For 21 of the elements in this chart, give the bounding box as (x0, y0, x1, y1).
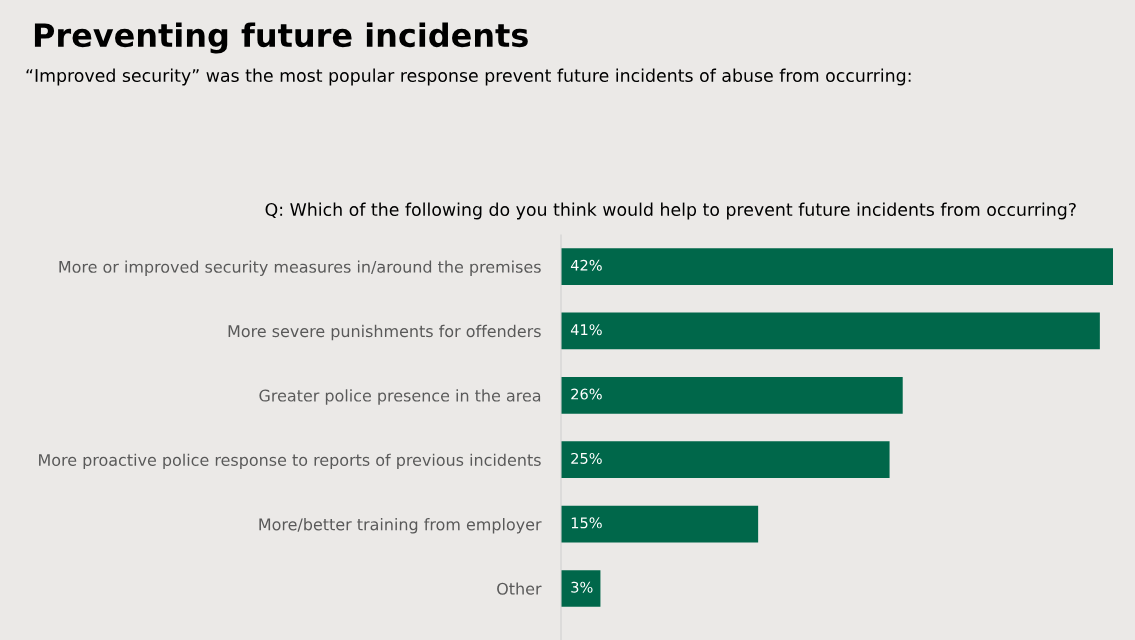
text: Q: Which of the following do you think would help to prevent future incidents from occurring? (265, 202, 1076, 220)
data-label: 25% (571, 452, 602, 464)
y-tick-label: More proactive police response to reports of previous incidents (39, 453, 541, 470)
bar (561, 441, 890, 479)
bar (561, 505, 759, 543)
bar (561, 376, 903, 414)
y-tick-label: More or improved security measures in/around the premises (59, 260, 541, 276)
data-label: 42% (570, 259, 602, 271)
y-tick-label: More severe punishments for offenders (228, 324, 541, 341)
data-label: 3% (571, 581, 593, 593)
chart-subtitle: “Improved security” was the most popular response prevent future incidents of abuse from occurring: (26, 68, 911, 86)
y-tick-label: Other (497, 582, 542, 595)
y-tick-label: Greater police presence in the area (259, 389, 541, 405)
y-tick-label: More/better training from employer (259, 518, 542, 534)
data-label: 26% (571, 388, 602, 400)
bar (561, 248, 1113, 285)
text: Preventing future incidents (34, 22, 528, 54)
bar (561, 312, 1100, 350)
data-label: 41% (570, 324, 602, 336)
data-label: 15% (571, 517, 602, 529)
bar (561, 570, 601, 607)
